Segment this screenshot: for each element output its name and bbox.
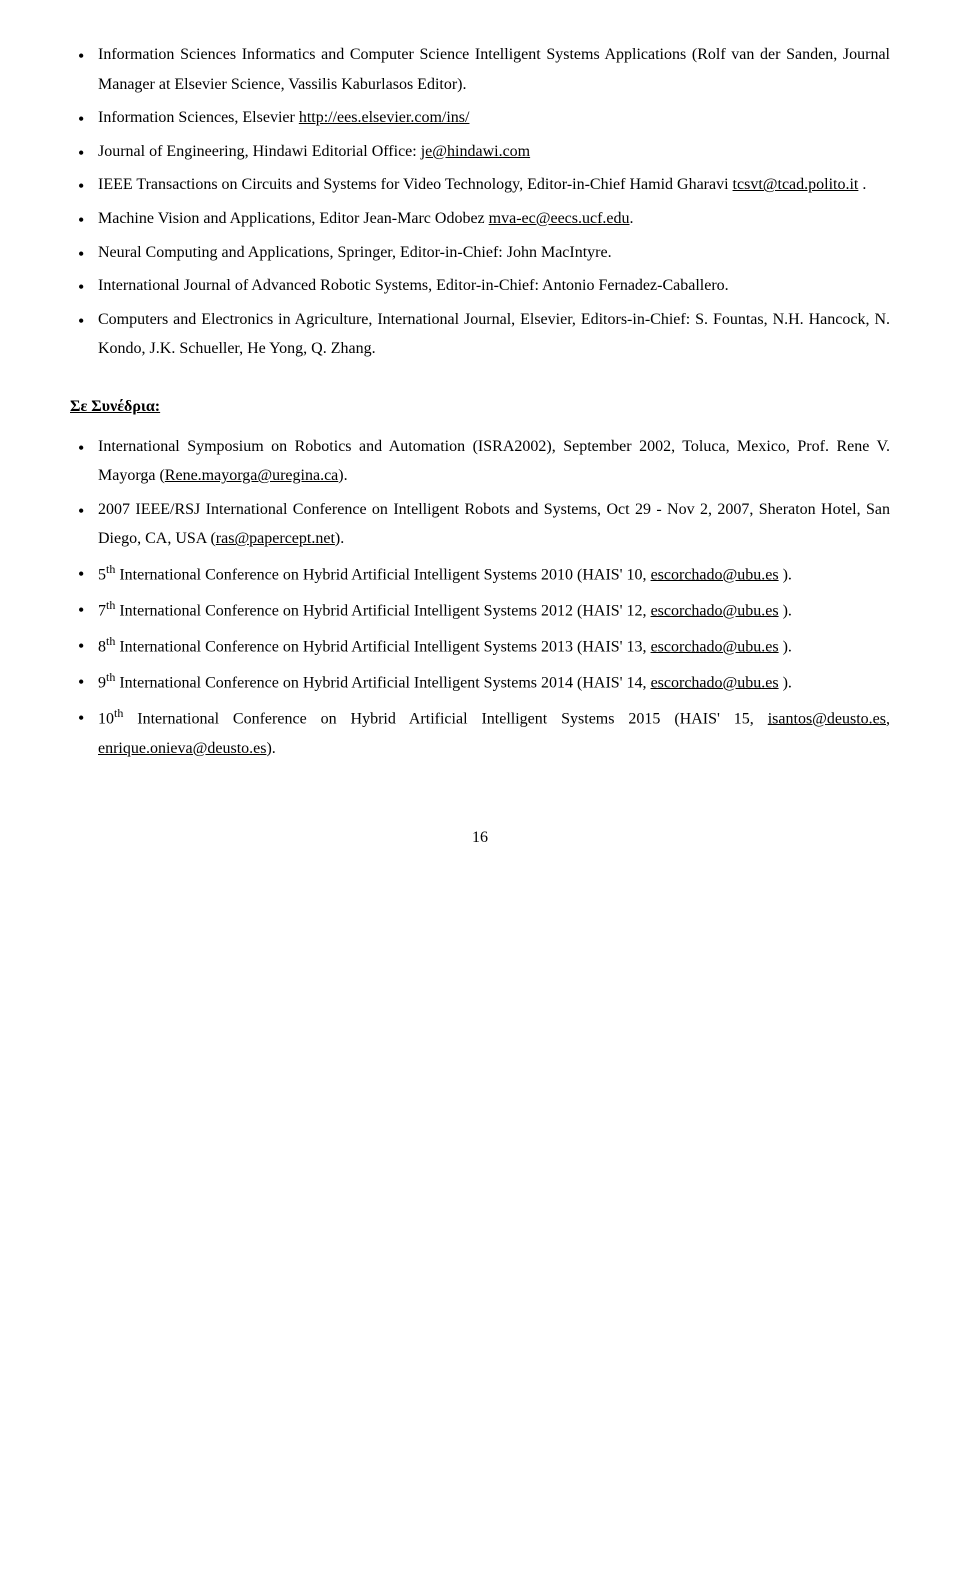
item-link[interactable]: tcsvt@tcad.polito.it — [733, 176, 859, 193]
item-mid: International Conference on Hybrid Artif… — [115, 638, 650, 655]
section-heading: Σε Συνέδρια: — [70, 392, 890, 422]
item-mid: International Conference on Hybrid Artif… — [115, 566, 650, 583]
item-suffix: ). — [779, 566, 792, 583]
list-item: Neural Computing and Applications, Sprin… — [70, 238, 890, 268]
item-suffix: , — [886, 710, 890, 727]
item-suffix: . — [858, 176, 866, 193]
item-ord: 10 — [98, 710, 114, 727]
list-item: 9th International Conference on Hybrid A… — [70, 666, 890, 698]
item-text: International Journal of Advanced Roboti… — [98, 277, 729, 294]
item-link[interactable]: http://ees.elsevier.com/ins/ — [299, 109, 470, 126]
item-sup: th — [106, 670, 115, 684]
item-mid: International Conference on Hybrid Artif… — [123, 710, 767, 727]
list-item: 2007 IEEE/RSJ International Conference o… — [70, 495, 890, 554]
item-ord: 9 — [98, 674, 106, 691]
item-suffix: ). — [335, 530, 344, 547]
list-item: International Journal of Advanced Roboti… — [70, 271, 890, 301]
item-suffix: ). — [779, 638, 792, 655]
item-prefix: Journal of Engineering, Hindawi Editoria… — [98, 143, 421, 160]
item-link[interactable]: escorchado@ubu.es — [651, 638, 779, 655]
item-mid: International Conference on Hybrid Artif… — [115, 674, 650, 691]
item-sup: th — [106, 634, 115, 648]
item-mid: International Conference on Hybrid Artif… — [115, 602, 650, 619]
conferences-list: International Symposium on Robotics and … — [70, 432, 890, 764]
item-suffix: ). — [779, 674, 792, 691]
item-sup: th — [106, 598, 115, 612]
journals-list: Information Sciences Informatics and Com… — [70, 40, 890, 364]
list-item: Information Sciences, Elsevier http://ee… — [70, 103, 890, 133]
item-link[interactable]: escorchado@ubu.es — [651, 566, 779, 583]
item-prefix: Information Sciences, Elsevier — [98, 109, 299, 126]
page-number: 16 — [70, 823, 890, 853]
list-item: 10th International Conference on Hybrid … — [70, 702, 890, 764]
item-link[interactable]: ras@papercept.net — [216, 530, 335, 547]
item-prefix: IEEE Transactions on Circuits and System… — [98, 176, 733, 193]
item-suffix: ). — [338, 467, 347, 484]
item-suffix: ). — [779, 602, 792, 619]
item-ord: 7 — [98, 602, 106, 619]
item-link[interactable]: isantos@deusto.es — [768, 710, 886, 727]
item-sup: th — [106, 562, 115, 576]
item-prefix: Machine Vision and Applications, Editor … — [98, 210, 489, 227]
list-item: 8th International Conference on Hybrid A… — [70, 630, 890, 662]
item-text: Computers and Electronics in Agriculture… — [98, 311, 890, 358]
item-text: Information Sciences Informatics and Com… — [98, 46, 890, 93]
list-item: International Symposium on Robotics and … — [70, 432, 890, 491]
item-link-2[interactable]: enrique.onieva@deusto.es — [98, 740, 266, 757]
list-item: Computers and Electronics in Agriculture… — [70, 305, 890, 364]
item-suffix: . — [630, 210, 634, 227]
list-item: IEEE Transactions on Circuits and System… — [70, 170, 890, 200]
item-link[interactable]: escorchado@ubu.es — [651, 674, 779, 691]
list-item: Machine Vision and Applications, Editor … — [70, 204, 890, 234]
item-text: Neural Computing and Applications, Sprin… — [98, 244, 612, 261]
item-link[interactable]: Rene.mayorga@uregina.ca — [165, 467, 338, 484]
item-ord: 5 — [98, 566, 106, 583]
item-ord: 8 — [98, 638, 106, 655]
item-suffix-2: ). — [266, 740, 275, 757]
list-item: Information Sciences Informatics and Com… — [70, 40, 890, 99]
list-item: 7th International Conference on Hybrid A… — [70, 594, 890, 626]
item-link[interactable]: je@hindawi.com — [421, 143, 530, 160]
list-item: 5th International Conference on Hybrid A… — [70, 558, 890, 590]
item-link[interactable]: escorchado@ubu.es — [651, 602, 779, 619]
item-sup: th — [114, 706, 123, 720]
item-link[interactable]: mva-ec@eecs.ucf.edu — [489, 210, 630, 227]
list-item: Journal of Engineering, Hindawi Editoria… — [70, 137, 890, 167]
